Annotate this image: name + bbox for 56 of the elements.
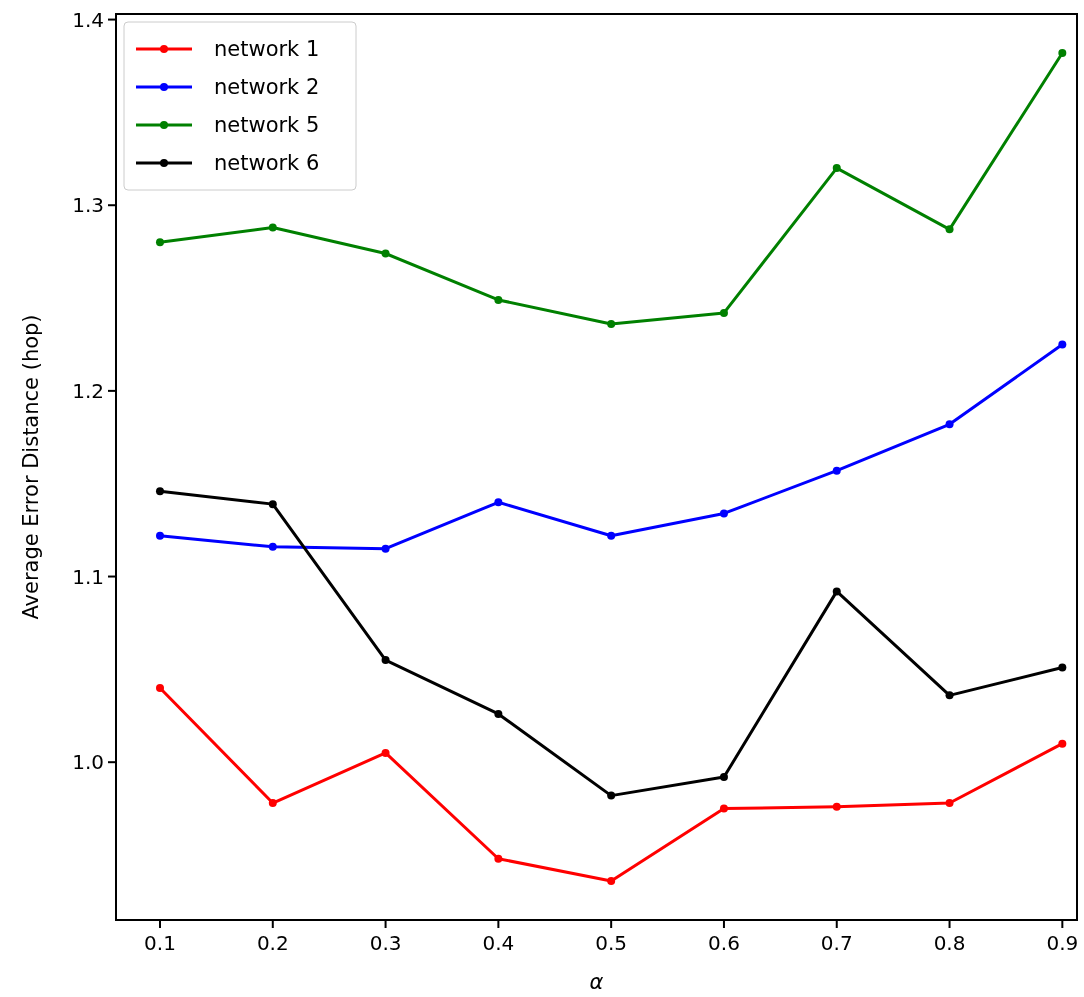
legend-label: network 6 (214, 151, 320, 175)
point (155, 487, 164, 496)
point (381, 249, 390, 258)
y-tick-label: 1.1 (72, 564, 104, 589)
point (719, 308, 728, 317)
point (155, 238, 164, 247)
point (945, 799, 954, 808)
point (607, 791, 616, 800)
point (1058, 663, 1067, 672)
point (381, 544, 390, 553)
point (607, 531, 616, 540)
point (719, 773, 728, 782)
point (381, 748, 390, 757)
point (832, 164, 841, 173)
x-tick-label: 0.8 (933, 931, 966, 955)
y-axis-title: Average Error Distance (hop) (19, 314, 43, 620)
x-axis-title: α (589, 970, 604, 994)
point (1058, 48, 1067, 57)
legend-label: network 1 (214, 37, 320, 61)
point (1058, 739, 1067, 748)
x-tick-label: 0.1 (144, 931, 176, 955)
point (832, 802, 841, 811)
point (607, 877, 616, 886)
point (381, 656, 390, 665)
point (494, 295, 503, 304)
point (268, 542, 277, 551)
point (268, 500, 277, 509)
point (268, 223, 277, 232)
point (1058, 340, 1067, 349)
y-tick-label: 1.2 (72, 378, 104, 403)
point (719, 509, 728, 518)
x-tick-label: 0.6 (708, 931, 740, 955)
point (832, 587, 841, 596)
x-tick-label: 0.4 (482, 931, 515, 955)
legend-label: network 2 (214, 75, 320, 99)
point (945, 420, 954, 429)
x-tick-label: 0.5 (595, 931, 628, 955)
x-tick-label: 0.2 (256, 931, 289, 955)
point (607, 320, 616, 329)
y-tick-label: 1.0 (72, 750, 104, 775)
point (945, 225, 954, 234)
point (155, 683, 164, 692)
point (494, 709, 503, 718)
x-tick-label: 0.3 (369, 931, 402, 955)
point (494, 498, 503, 507)
point (494, 854, 503, 863)
point (268, 799, 277, 808)
y-tick-label: 1.3 (72, 193, 104, 218)
point (832, 466, 841, 475)
y-tick-label: 1.4 (72, 7, 104, 32)
point (155, 531, 164, 540)
point (719, 804, 728, 813)
x-tick-label: 0.7 (820, 931, 853, 955)
legend-label: network 5 (214, 113, 320, 137)
point (945, 691, 954, 700)
x-tick-label: 0.9 (1046, 931, 1079, 955)
